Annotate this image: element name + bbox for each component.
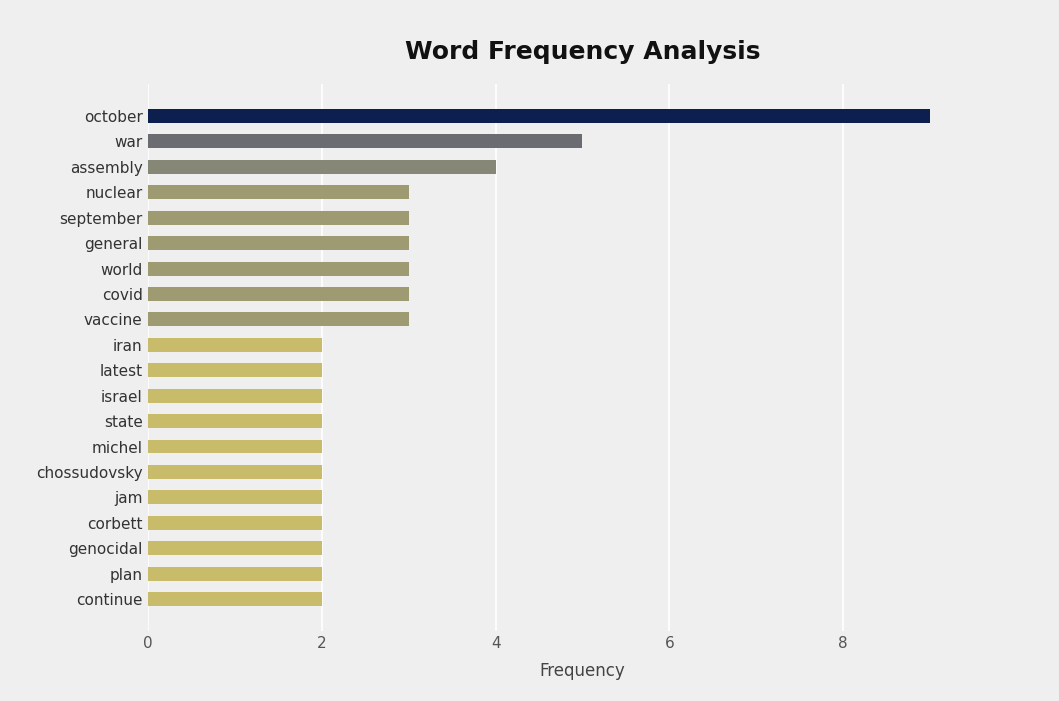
Bar — [148, 135, 582, 149]
Bar — [148, 287, 409, 301]
Bar — [148, 516, 322, 530]
Bar — [148, 211, 409, 224]
Bar — [148, 160, 496, 174]
Bar — [148, 440, 322, 454]
Bar — [148, 491, 322, 504]
Bar — [148, 185, 409, 199]
Bar — [148, 363, 322, 377]
Bar — [148, 109, 930, 123]
Bar — [148, 592, 322, 606]
Bar — [148, 313, 409, 327]
X-axis label: Frequency: Frequency — [540, 662, 625, 680]
Bar — [148, 388, 322, 402]
Title: Word Frequency Analysis: Word Frequency Analysis — [405, 40, 760, 64]
Bar — [148, 465, 322, 479]
Bar — [148, 236, 409, 250]
Bar — [148, 541, 322, 555]
Bar — [148, 261, 409, 275]
Bar — [148, 414, 322, 428]
Bar — [148, 338, 322, 352]
Bar — [148, 566, 322, 580]
